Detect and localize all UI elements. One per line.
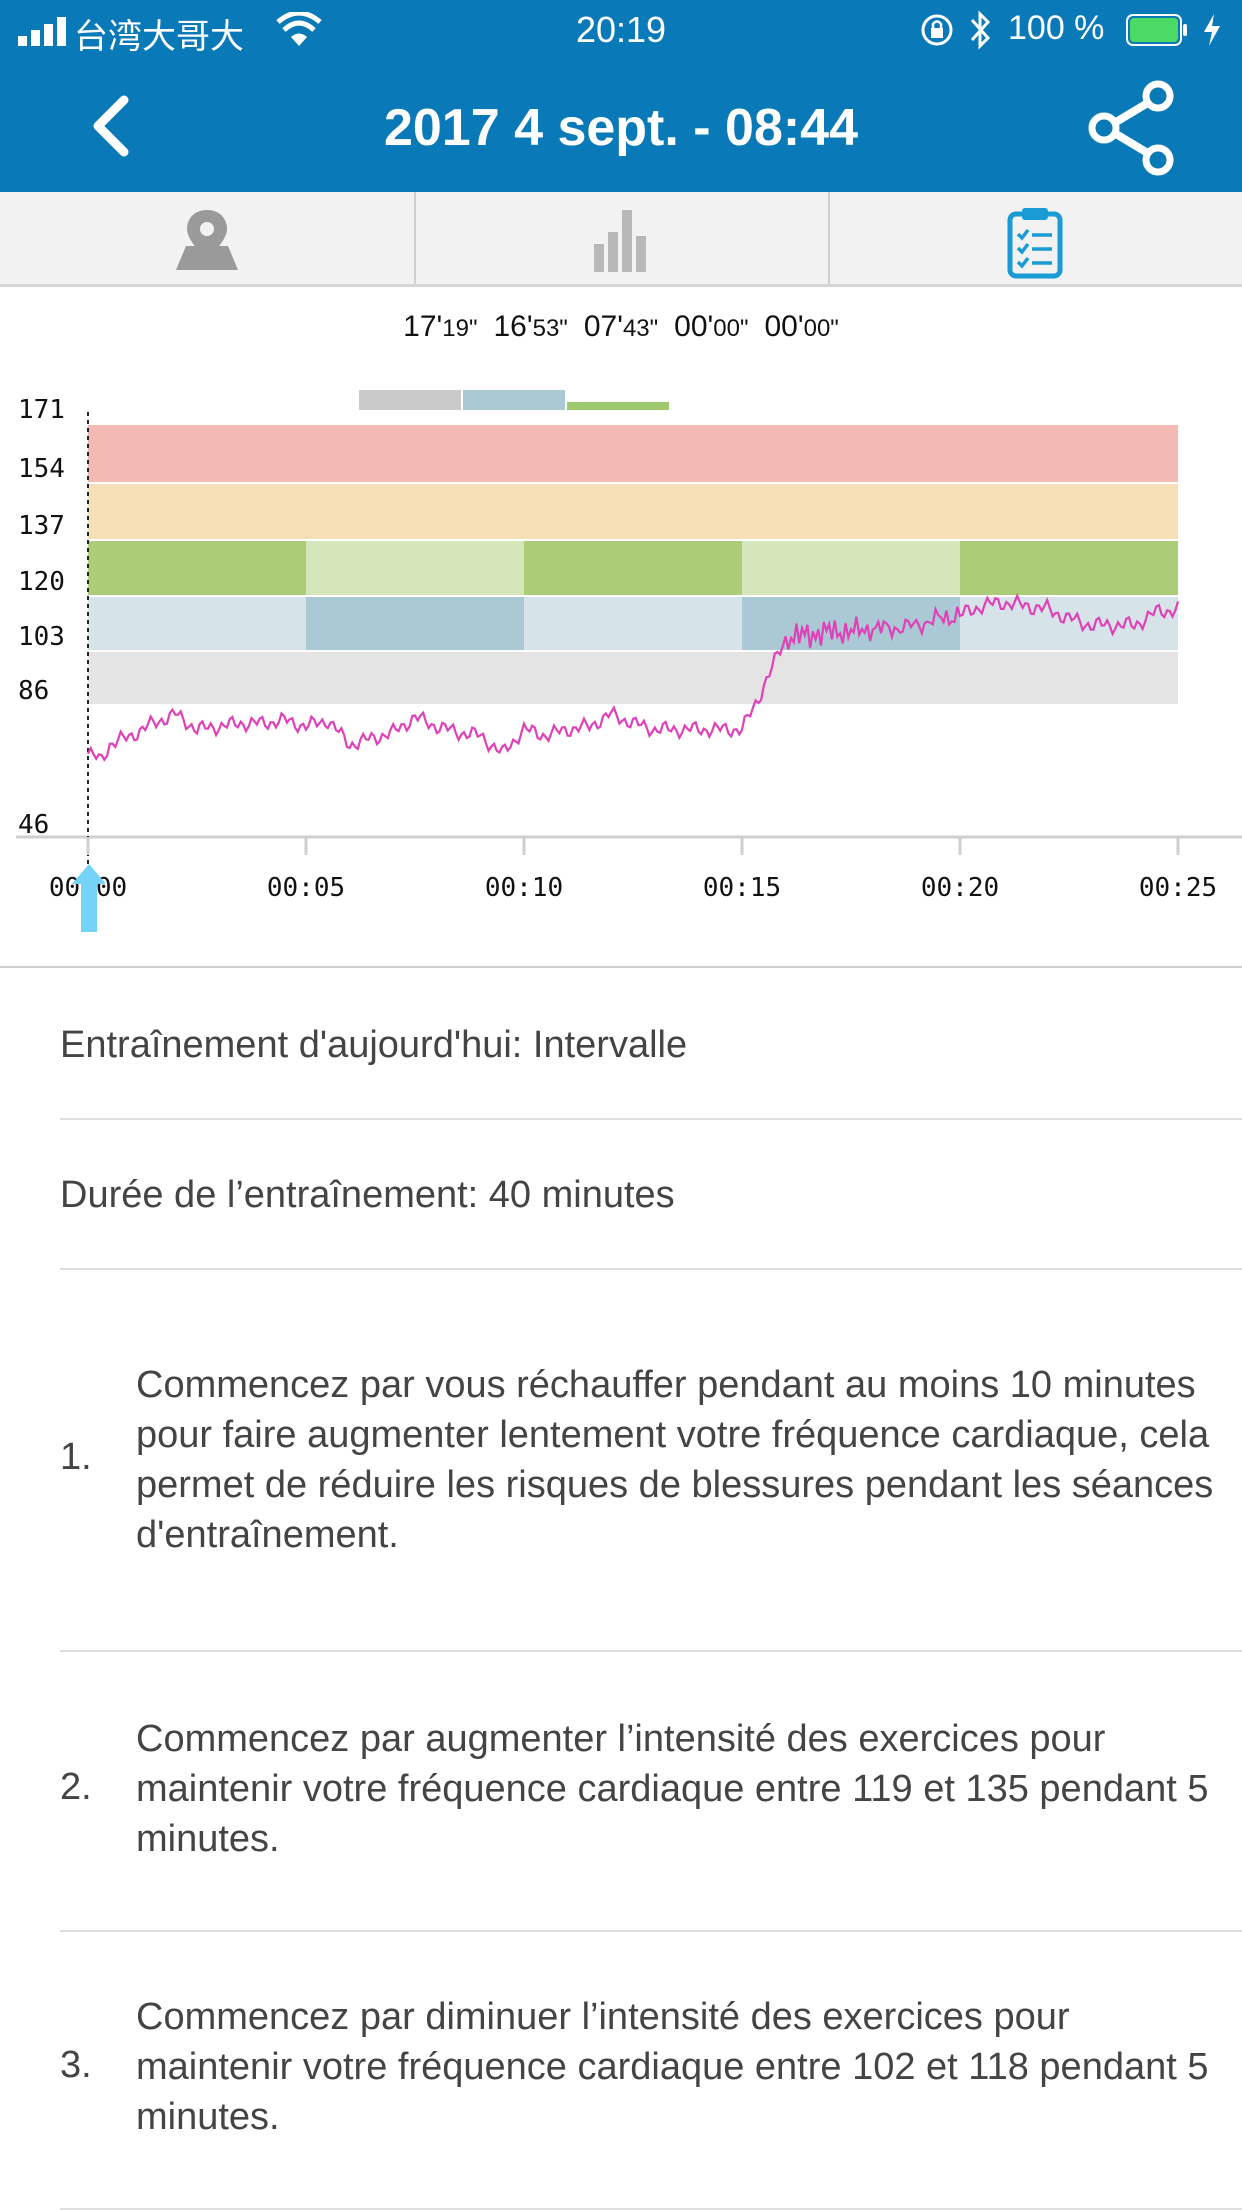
y-tick-label: 120 [18,567,65,597]
signal-icon [18,17,66,46]
playhead-arrow-icon[interactable] [72,864,106,932]
zone-time: 00'00" [764,310,838,344]
zone-time-seconds: 53" [532,315,568,342]
workout-type-row: Entraînement d'aujourd'hui: Intervalle [60,1000,1242,1120]
y-tick-label: 154 [18,454,65,484]
status-bar: 台湾大哥大 20:19 100 % [0,0,1242,60]
step-item: 1. Commencez par vous réchauffer pendant… [60,1268,1242,1652]
hr-zone-band [88,652,1178,704]
workout-type-label: Entraînement d'aujourd'hui: Intervalle [60,1024,688,1066]
y-tick-label: 171 [18,395,65,425]
zone-time-minutes: 00' [764,310,804,343]
share-icon[interactable] [1086,80,1178,176]
step-item: 3. Commencez par diminuer l’intensité de… [60,1930,1242,2210]
view-tabs [0,192,1242,287]
wifi-icon [276,12,322,46]
clipboard-checklist-icon [1007,208,1063,279]
status-time: 20:19 [575,9,667,50]
chart-divider [0,966,1242,968]
heart-rate-line [87,592,1180,762]
hr-zone-band [88,484,1178,539]
map-pin-icon [176,210,238,270]
rotation-lock-icon [921,14,953,46]
zone-time-minutes: 00' [674,310,714,343]
hr-zone-band [88,597,1178,650]
y-tick-label: 103 [18,622,65,652]
x-tick-label: 00:15 [703,873,781,903]
bar-chart-icon [594,210,646,272]
tab-map[interactable] [0,192,416,284]
zone-time-seconds: 00" [803,315,839,342]
charging-icon [1204,14,1220,46]
back-icon[interactable] [88,94,132,158]
tab-stats[interactable] [414,192,830,284]
target-zone-segment [960,541,1178,595]
zone-time-seconds: 43" [622,315,659,342]
zone-time-seconds: 00" [713,315,749,342]
zone-time-minutes: 16' [493,310,533,343]
target-zone-segment [742,597,960,650]
bluetooth-icon [970,10,991,50]
x-tick-label: 00:10 [485,873,563,903]
target-zone-segment [306,597,524,650]
hr-zone-band [88,425,1178,482]
page-title: 2017 4 sept. - 08:44 [383,99,859,157]
zone-time-seconds: 19" [442,315,478,342]
x-tick-label: 00:20 [921,873,999,903]
battery-icon [1126,14,1187,46]
zone-time: 17'19" [403,310,477,344]
workout-duration-label: Durée de l’entraînement: 40 minutes [60,1174,675,1216]
legend-swatch [359,390,461,410]
tab-workout-plan[interactable] [828,192,1242,284]
legend-swatch [463,390,565,410]
step-item: 2. Commencez par augmenter l’intensité d… [60,1650,1242,1932]
x-tick-label: 00:05 [267,873,345,903]
legend-swatch [567,402,669,410]
y-tick-label: 137 [18,511,65,541]
x-tick-label: 00:25 [1139,873,1217,903]
step-text: Commencez par augmenter l’intensité des … [136,1718,1209,1860]
zone-time-minutes: 17' [403,310,443,343]
battery-percent: 100 % [1008,9,1105,47]
step-text: Commencez par vous réchauffer pendant au… [136,1364,1214,1556]
step-number: 1. [60,1436,92,1478]
step-number: 2. [60,1766,92,1808]
y-tick-label: 86 [18,676,49,706]
zone-time: 00'00" [674,310,748,344]
target-zone-segment [524,541,742,595]
heart-rate-chart: 171154137120103864600:0000:0500:1000:150… [16,390,1242,903]
zone-time: 07'43" [584,310,658,344]
zone-time: 16'53" [494,310,568,344]
target-zone-segment [88,541,306,595]
carrier-name: 台湾大哥大 [74,18,244,56]
step-text: Commencez par diminuer l’intensité des e… [136,1996,1209,2138]
nav-header: 2017 4 sept. - 08:44 [0,60,1242,192]
workout-duration-row: Durée de l’entraînement: 40 minutes [60,1118,1242,1270]
zone-times: 17'19" 16'53" 07'43" 00'00" 00'00" [0,310,1242,344]
step-number: 3. [60,2044,92,2086]
y-tick-label: 46 [18,810,49,840]
zone-time-minutes: 07' [583,310,623,343]
